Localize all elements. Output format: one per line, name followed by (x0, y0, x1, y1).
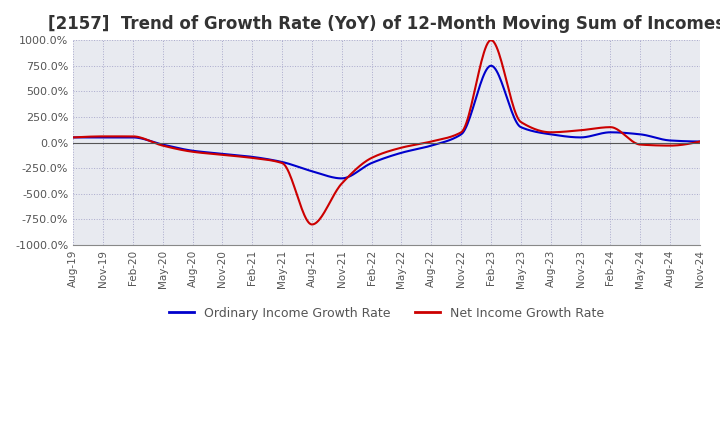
Ordinary Income Growth Rate (69, 135, 78, 140)
Ordinary Income Growth Rate (372, 159, 380, 164)
Ordinary Income Growth Rate (487, 63, 496, 68)
Ordinary Income Growth Rate (585, 134, 594, 139)
Net Income Growth Rate (307, 222, 316, 227)
Line: Net Income Growth Rate: Net Income Growth Rate (73, 40, 700, 224)
Ordinary Income Growth Rate (696, 139, 704, 144)
Ordinary Income Growth Rate (683, 139, 692, 144)
Net Income Growth Rate (444, 135, 452, 140)
Legend: Ordinary Income Growth Rate, Net Income Growth Rate: Ordinary Income Growth Rate, Net Income … (163, 302, 609, 325)
Ordinary Income Growth Rate (409, 147, 418, 153)
Ordinary Income Growth Rate (368, 160, 377, 165)
Title: [2157]  Trend of Growth Rate (YoY) of 12-Month Moving Sum of Incomes: [2157] Trend of Growth Rate (YoY) of 12-… (48, 15, 720, 33)
Net Income Growth Rate (585, 127, 594, 132)
Ordinary Income Growth Rate (444, 138, 452, 143)
Ordinary Income Growth Rate (338, 176, 346, 181)
Net Income Growth Rate (409, 143, 418, 148)
Net Income Growth Rate (696, 139, 704, 144)
Net Income Growth Rate (368, 155, 377, 160)
Net Income Growth Rate (487, 37, 496, 43)
Net Income Growth Rate (372, 153, 380, 158)
Net Income Growth Rate (69, 135, 78, 140)
Line: Ordinary Income Growth Rate: Ordinary Income Growth Rate (73, 66, 700, 178)
Net Income Growth Rate (683, 141, 692, 147)
